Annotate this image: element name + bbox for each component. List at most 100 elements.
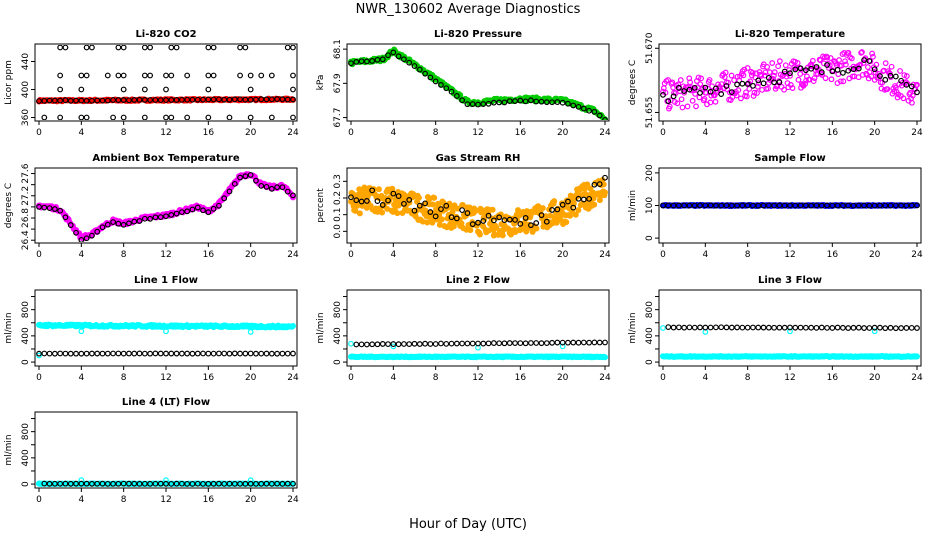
- data-point: [702, 324, 709, 331]
- data-point: [210, 205, 217, 212]
- data-point: [702, 84, 709, 91]
- data-point: [469, 221, 476, 228]
- data-point: [427, 74, 434, 81]
- data-point: [765, 324, 772, 331]
- data-point: [152, 350, 159, 357]
- data-point: [543, 218, 550, 225]
- x-tick-label: 24: [911, 250, 923, 260]
- y-axis-label: ml/min: [628, 312, 638, 343]
- x-tick-label: 12: [472, 373, 483, 383]
- x-tick-label: 0: [348, 250, 354, 260]
- data-point: [744, 324, 751, 331]
- data-point: [226, 96, 233, 103]
- data-point: [754, 90, 760, 96]
- x-tick-label: 16: [515, 250, 527, 260]
- data-point: [247, 96, 254, 103]
- data-point: [575, 339, 582, 346]
- x-tick-label: 12: [160, 495, 171, 505]
- data-point: [750, 93, 757, 99]
- data-point: [401, 56, 407, 63]
- y-tick-label: 360: [21, 109, 31, 126]
- data-point: [677, 77, 684, 83]
- data-point: [877, 324, 883, 331]
- data-point: [78, 114, 85, 120]
- data-point: [771, 79, 778, 86]
- data-point: [432, 78, 439, 85]
- data-point: [681, 88, 688, 94]
- data-point: [464, 101, 471, 108]
- data-point: [549, 207, 555, 213]
- y-axis-label: ml/min: [4, 434, 14, 465]
- data-point: [533, 98, 540, 105]
- series: [348, 353, 608, 361]
- data-point: [432, 341, 439, 347]
- data-point: [884, 86, 891, 93]
- data-point: [459, 207, 466, 214]
- data-point: [866, 325, 873, 331]
- data-point: [221, 96, 228, 103]
- data-point: [141, 72, 148, 79]
- data-point: [205, 350, 212, 357]
- data-point: [760, 324, 767, 331]
- data-point: [900, 95, 907, 102]
- data-point: [226, 350, 233, 357]
- data-point: [290, 45, 296, 51]
- data-point: [390, 341, 397, 347]
- y-tick-label: 26.8: [21, 208, 31, 228]
- data-point: [189, 480, 196, 487]
- data-point: [485, 100, 492, 107]
- data-point: [836, 57, 843, 63]
- data-point: [289, 322, 296, 329]
- panel-rh: Gas Stream RH 0 4 8 12 16 20 24 0.0 0.1 0.2 0.3 perc…: [316, 153, 611, 260]
- data-point: [57, 86, 64, 93]
- data-point: [173, 210, 180, 217]
- data-point: [406, 341, 413, 347]
- data-point: [168, 45, 175, 51]
- data-point: [713, 324, 719, 331]
- data-point: [41, 350, 48, 357]
- data-point: [749, 69, 756, 76]
- data-point: [512, 216, 518, 223]
- data-point: [882, 76, 889, 83]
- y-tick-label: 0.0: [333, 224, 343, 239]
- data-point: [783, 73, 790, 80]
- y-axis-label: Licor ppm: [4, 60, 14, 105]
- data-point: [840, 202, 846, 209]
- x-tick-label: 20: [869, 250, 881, 260]
- panel-title: Li-820 Temperature: [735, 29, 845, 40]
- data-point: [163, 328, 169, 335]
- data-point: [200, 480, 206, 487]
- data-point: [464, 210, 471, 216]
- data-point: [678, 96, 685, 103]
- data-point: [290, 86, 296, 93]
- data-point: [666, 103, 673, 110]
- data-point: [226, 114, 233, 120]
- data-point: [813, 202, 820, 209]
- data-point: [591, 181, 598, 188]
- x-tick-label: 24: [911, 128, 923, 138]
- data-point: [877, 73, 883, 79]
- data-point: [829, 68, 836, 75]
- data-point: [168, 114, 175, 120]
- data-point: [855, 324, 862, 331]
- data-point: [882, 202, 889, 209]
- data-point: [528, 340, 534, 346]
- series: [353, 339, 608, 348]
- data-point: [755, 77, 762, 84]
- data-point: [110, 219, 116, 225]
- data-point: [516, 212, 523, 219]
- x-tick-label: 8: [745, 250, 751, 260]
- data-point: [871, 66, 878, 73]
- data-point: [464, 340, 471, 347]
- data-point: [522, 98, 529, 105]
- x-tick-label: 8: [433, 373, 439, 383]
- panel-line2: Line 2 Flow 0 4 8 12 16 20 24 0 400 800 ml/min: [316, 275, 611, 383]
- data-point: [216, 96, 222, 103]
- data-point: [515, 207, 522, 214]
- data-point: [739, 202, 746, 209]
- data-point: [184, 350, 191, 357]
- data-point: [869, 50, 876, 57]
- data-point: [99, 480, 106, 487]
- x-tick-label: 4: [78, 128, 84, 138]
- panel-title: Sample Flow: [754, 153, 826, 164]
